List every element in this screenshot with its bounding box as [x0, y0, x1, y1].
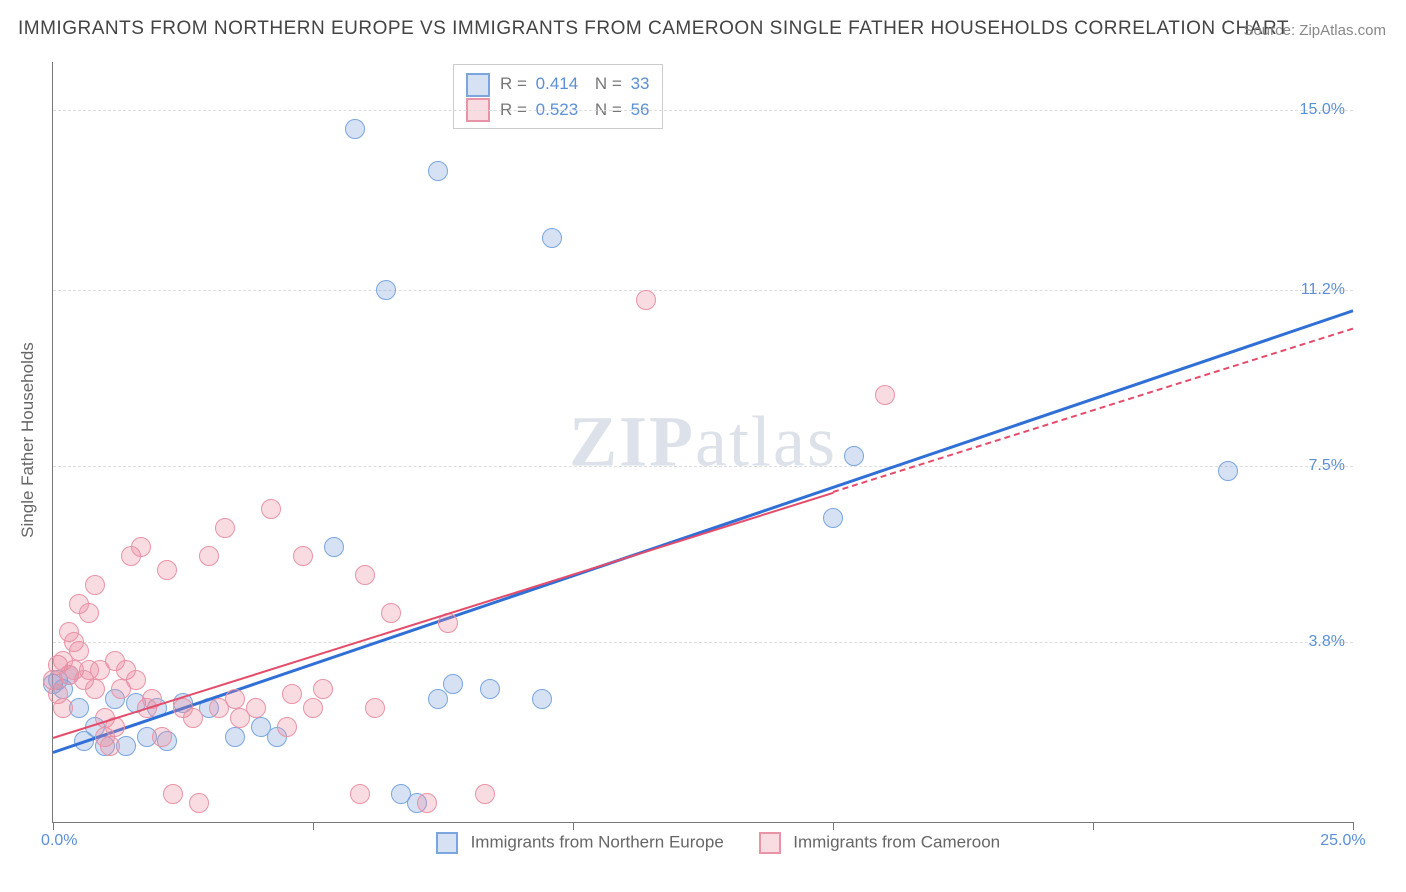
data-point: [261, 499, 281, 519]
data-point: [844, 446, 864, 466]
gridline: [53, 290, 1353, 291]
correlation-stats-box: R = 0.414 N = 33R = 0.523 N = 56: [453, 64, 663, 129]
data-point: [542, 228, 562, 248]
legend-label-2: Immigrants from Cameroon: [793, 832, 1000, 851]
data-point: [532, 689, 552, 709]
stats-swatch: [466, 73, 490, 97]
data-point: [823, 508, 843, 528]
data-point: [293, 546, 313, 566]
data-point: [183, 708, 203, 728]
data-point: [69, 641, 89, 661]
y-tick-label: 3.8%: [1309, 633, 1345, 651]
data-point: [428, 689, 448, 709]
legend-swatch-2: [759, 832, 781, 854]
data-point: [131, 537, 151, 557]
x-tick: [53, 822, 54, 830]
gridline: [53, 642, 1353, 643]
data-point: [282, 684, 302, 704]
y-axis-label: Single Father Households: [18, 342, 38, 538]
data-point: [246, 698, 266, 718]
trend-line: [833, 328, 1354, 493]
data-point: [157, 560, 177, 580]
data-point: [79, 603, 99, 623]
data-point: [189, 793, 209, 813]
data-point: [875, 385, 895, 405]
trend-line: [53, 309, 1354, 754]
x-tick: [1353, 822, 1354, 830]
data-point: [475, 784, 495, 804]
data-point: [100, 736, 120, 756]
legend-label-1: Immigrants from Northern Europe: [471, 832, 724, 851]
data-point: [636, 290, 656, 310]
data-point: [443, 674, 463, 694]
data-point: [85, 679, 105, 699]
data-point: [225, 727, 245, 747]
data-point: [85, 575, 105, 595]
chart-title: IMMIGRANTS FROM NORTHERN EUROPE VS IMMIG…: [18, 18, 1289, 40]
y-tick-label: 7.5%: [1309, 457, 1345, 475]
data-point: [163, 784, 183, 804]
data-point: [215, 518, 235, 538]
data-point: [480, 679, 500, 699]
data-point: [350, 784, 370, 804]
data-point: [277, 717, 297, 737]
data-point: [428, 161, 448, 181]
x-tick: [833, 822, 834, 830]
gridline: [53, 466, 1353, 467]
data-point: [381, 603, 401, 623]
data-point: [199, 546, 219, 566]
x-tick: [313, 822, 314, 830]
data-point: [1218, 461, 1238, 481]
data-point: [417, 793, 437, 813]
data-point: [324, 537, 344, 557]
source-label: Source: ZipAtlas.com: [1243, 22, 1386, 39]
data-point: [345, 119, 365, 139]
data-point: [53, 698, 73, 718]
data-point: [152, 727, 172, 747]
legend-swatch-1: [436, 832, 458, 854]
data-point: [355, 565, 375, 585]
x-tick: [573, 822, 574, 830]
chart-plot-area: ZIPatlas R = 0.414 N = 33R = 0.523 N = 5…: [52, 62, 1353, 823]
x-tick: [1093, 822, 1094, 830]
data-point: [303, 698, 323, 718]
data-point: [365, 698, 385, 718]
watermark: ZIPatlas: [569, 401, 837, 484]
data-point: [225, 689, 245, 709]
data-point: [376, 280, 396, 300]
y-tick-label: 11.2%: [1301, 281, 1345, 299]
gridline: [53, 110, 1353, 111]
data-point: [126, 670, 146, 690]
stats-row: R = 0.414 N = 33: [466, 71, 650, 97]
data-point: [313, 679, 333, 699]
bottom-legend: Immigrants from Northern Europe Immigran…: [0, 832, 1406, 854]
y-tick-label: 15.0%: [1300, 101, 1345, 119]
